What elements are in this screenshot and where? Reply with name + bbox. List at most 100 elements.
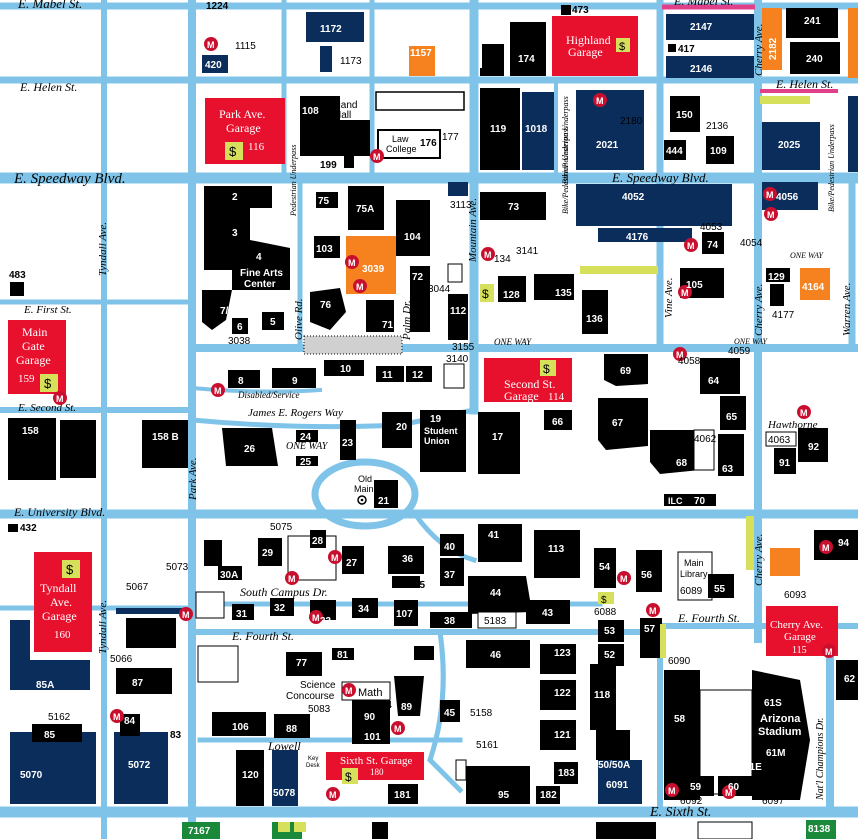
building-62 (836, 660, 858, 700)
dollar-strip-2nd (580, 266, 658, 274)
num-6090: 6090 (668, 656, 691, 667)
metro-marker-2021 (593, 93, 607, 107)
num-3039: 3039 (362, 264, 385, 275)
building-5067 (116, 608, 184, 614)
num-108: 108 (302, 106, 319, 117)
metro-letter-15: M (331, 553, 339, 563)
num-55: 55 (714, 584, 726, 595)
metro-marker-4058 (673, 347, 687, 361)
num-33: 33 (320, 616, 332, 627)
num-7167: 7167 (188, 826, 211, 837)
num-129: 129 (768, 272, 785, 283)
building-77A (202, 290, 232, 330)
num-4053: 4053 (700, 222, 723, 233)
place-key-desk-2: Desk (306, 763, 321, 769)
num-5075: 5075 (270, 522, 293, 533)
building-25 (296, 456, 318, 466)
building-hatch-w (197, 645, 239, 683)
building-107 (394, 600, 418, 626)
num-10: 10 (340, 364, 352, 375)
num-103: 103 (316, 244, 333, 255)
num-119: 119 (490, 124, 507, 135)
building-58 (664, 670, 700, 800)
building-88 (274, 714, 310, 738)
label-disabled: Disabled/Service (237, 390, 299, 400)
building-ilc (664, 494, 716, 506)
building-158-b (60, 420, 96, 478)
num-25: 25 (300, 457, 312, 468)
num-6097: 6097 (762, 796, 785, 807)
building-17 (478, 412, 520, 474)
metro-marker-6092 (665, 783, 679, 797)
building-113 (534, 530, 580, 578)
num-36: 36 (402, 554, 414, 565)
num-2147: 2147 (690, 22, 713, 33)
label-tyndall-s: Tyndall Ave. (97, 600, 109, 654)
building-483 (10, 282, 24, 296)
metro-letter-23: M (345, 686, 353, 696)
place-main-library: Main (684, 558, 704, 568)
label-bike-underpass-1: Bike/Pedestrian Underpass (561, 126, 570, 214)
garage-labels: Park Ave. Garage 116 Highland Garage Mai… (16, 33, 823, 777)
label-cherry-m: Cherry Ave. (753, 284, 765, 336)
num-6088: 6088 (594, 607, 617, 618)
second-line1: Second St. (504, 377, 555, 391)
place-arizona-stadium-2: Stadium (758, 726, 802, 738)
num-4062: 4062 (694, 434, 717, 445)
tyndall-num: 160 (54, 629, 71, 641)
num-483: 483 (9, 270, 26, 281)
num-72: 72 (412, 272, 424, 283)
building-40 (440, 534, 464, 556)
num-150: 150 (676, 110, 693, 121)
num-6: 6 (237, 322, 243, 333)
building-35 (392, 576, 420, 588)
num-62: 62 (844, 674, 856, 685)
building-2025 (762, 122, 820, 170)
dollar-park-sign: $ (229, 144, 237, 159)
dollar-strip-helen (760, 96, 810, 104)
num-3140: 3140 (446, 354, 469, 365)
building-1173 (320, 46, 332, 72)
num-1115: 1115 (235, 41, 256, 52)
metro-letter-3: M (596, 96, 604, 106)
building-85 (10, 732, 96, 804)
num-28: 28 (312, 536, 324, 547)
num-241: 241 (804, 16, 821, 27)
sixth-num: 180 (370, 767, 384, 777)
cherry-line2: Garage (784, 631, 816, 643)
second-line2: Garage (504, 389, 539, 403)
num-2025: 2025 (778, 140, 801, 151)
dollar-park (225, 142, 243, 160)
label-south-campus: South Campus Dr. (240, 585, 328, 599)
dollar-main-gate-sign: $ (44, 376, 52, 391)
metro-letter-9: M (356, 282, 364, 292)
place-main-library-2: Library (680, 569, 708, 579)
main-gate-line1: Main (22, 325, 47, 339)
building-4052 (576, 184, 732, 226)
num-54: 54 (599, 562, 611, 573)
park-garage-line2: Garage (226, 121, 261, 135)
num-444: 444 (666, 146, 683, 157)
label-fourth-e: E. Fourth St. (677, 611, 740, 625)
building-s-4 (697, 821, 753, 839)
num-4058: 4058 (678, 356, 701, 367)
num-182: 182 (540, 790, 557, 801)
metro-marker-33 (309, 610, 323, 624)
building-3113 (448, 182, 468, 196)
building-ne-edge (848, 96, 858, 172)
num-107: 107 (396, 609, 413, 620)
num-38: 38 (444, 616, 456, 627)
num-91: 91 (779, 458, 791, 469)
label-one-way-2: ONE WAY (790, 251, 825, 260)
building-129 (766, 268, 790, 282)
num-8138: 8138 (808, 824, 831, 835)
num-92: 92 (808, 442, 820, 453)
num-104: 104 (404, 232, 421, 243)
building-5072 (114, 732, 168, 804)
label-rogers: James E. Rogers Way (248, 407, 343, 419)
num-5: 5 (270, 317, 276, 328)
num-66: 66 (552, 417, 564, 428)
place-labels: McClelland Hall Law College Fine Arts Ce… (240, 100, 802, 769)
num-64: 64 (708, 376, 720, 387)
